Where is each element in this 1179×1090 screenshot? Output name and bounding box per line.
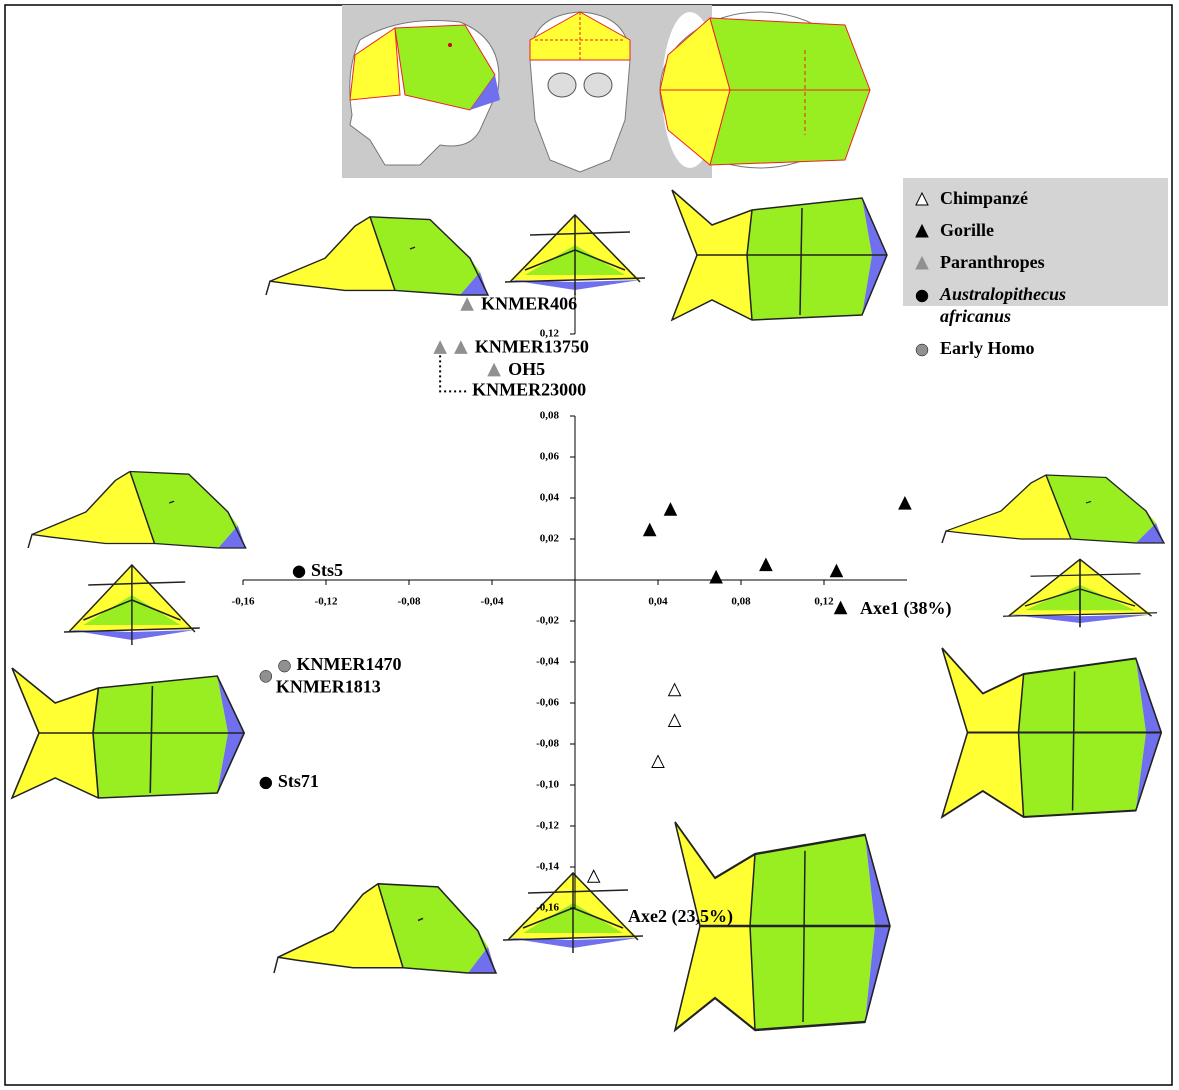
y-tick-label: 0,04 xyxy=(540,492,560,504)
x-tick-label: 0,12 xyxy=(814,596,834,608)
legend-label: Australopithecus africanus xyxy=(939,284,1071,326)
y-tick-label: -0,16 xyxy=(536,902,559,914)
legend-marker xyxy=(915,289,929,303)
marker xyxy=(667,682,682,697)
legend-marker xyxy=(915,191,929,206)
y-tick-label: -0,10 xyxy=(536,779,559,791)
marker xyxy=(292,565,306,579)
y-tick-label: -0,14 xyxy=(536,861,559,873)
marker xyxy=(586,869,601,883)
y-tick-label: -0,08 xyxy=(536,738,559,750)
skull-photo xyxy=(342,5,871,178)
marker xyxy=(898,496,912,510)
point-label: KNMER1813 xyxy=(276,676,381,696)
point-label: Sts71 xyxy=(278,771,319,791)
plot: -0,16 -0,12 -0,08 -0,04 0,04 0,08 0,12 0,12 0,08… xyxy=(232,293,951,927)
y-tick-label: -0,04 xyxy=(536,656,559,668)
x-tick-label: -0,16 xyxy=(232,596,255,608)
legend-marker xyxy=(915,223,929,238)
marker xyxy=(487,362,501,377)
x-axis-label: Axe1 (38%) xyxy=(860,598,951,619)
y-tick-label: -0,02 xyxy=(536,615,559,627)
marker xyxy=(259,670,273,683)
y-axis-label: Axe2 (23,5%) xyxy=(628,906,733,927)
y-tick-label: 0,06 xyxy=(540,451,560,463)
x-tick-label: 0,08 xyxy=(731,596,751,608)
x-tick-label: -0,08 xyxy=(398,596,421,608)
y-tick-label: -0,06 xyxy=(536,697,559,709)
marker xyxy=(709,569,723,584)
leader xyxy=(439,355,469,393)
y-tick-label: -0,12 xyxy=(536,820,559,832)
point-label: KNMER13750 xyxy=(475,336,589,356)
point-label: Sts5 xyxy=(311,560,343,580)
marker xyxy=(259,776,273,790)
marker xyxy=(433,340,447,354)
legend-label: Paranthropes xyxy=(940,252,1045,272)
legend-label: Chimpanzé xyxy=(940,188,1028,208)
marker xyxy=(460,297,474,311)
marker xyxy=(667,713,682,727)
point-label: KNMER406 xyxy=(481,293,577,313)
legend-label: Early Homo xyxy=(940,338,1035,358)
marker xyxy=(278,659,291,673)
point-label: OH5 xyxy=(508,359,545,379)
marker xyxy=(663,502,678,516)
x-tick-label: -0,12 xyxy=(315,596,338,608)
marker xyxy=(833,600,848,615)
legend-label: Gorille xyxy=(940,220,994,240)
marker xyxy=(651,754,665,768)
marker xyxy=(642,522,657,537)
point-label: KNMER1470 xyxy=(297,654,402,674)
y-tick-label: 0,02 xyxy=(540,533,560,545)
marker xyxy=(829,563,844,578)
x-tick-label: -0,04 xyxy=(481,596,504,608)
y-tick-label: 0,08 xyxy=(540,410,560,422)
legend-marker xyxy=(915,343,929,357)
legend: Chimpanzé Gorille Paranthropes Australopith… xyxy=(903,178,1168,358)
legend-marker xyxy=(915,255,929,270)
marker xyxy=(454,340,468,354)
x-tick-label: 0,04 xyxy=(648,596,668,608)
y-tick-label: 0,12 xyxy=(540,328,560,340)
point-label: KNMER23000 xyxy=(472,379,586,399)
marker xyxy=(759,557,773,572)
